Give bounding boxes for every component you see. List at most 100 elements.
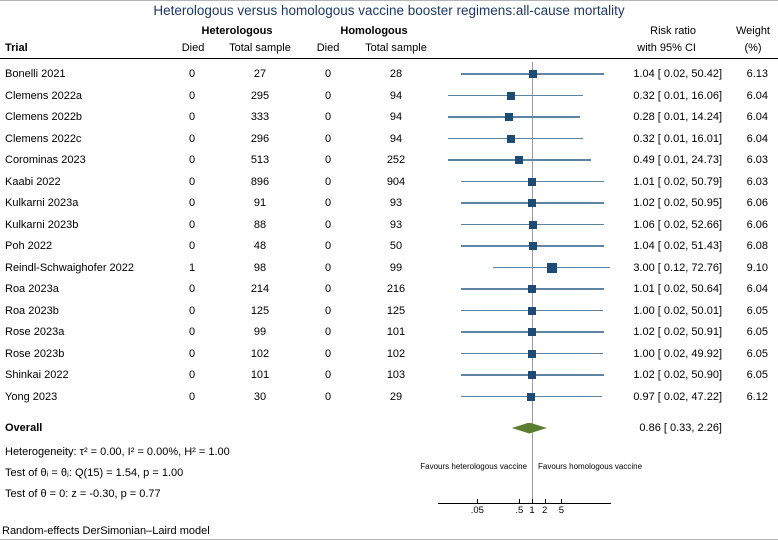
weight-value: 9.10	[746, 261, 768, 274]
axis-tick	[544, 499, 546, 503]
axis-tick-label: 1	[529, 505, 535, 516]
died-hom-value: 0	[324, 111, 332, 123]
total-het-value: 333	[250, 111, 270, 123]
trial-name: Corominas 2023	[5, 154, 86, 166]
ref-line	[532, 62, 533, 503]
total-hom-value: 50	[389, 240, 403, 252]
died-het-value: 0	[188, 154, 196, 166]
column-header-died-hom: Died	[316, 42, 340, 54]
died-het-value: 0	[188, 326, 196, 338]
rr-ci-value: 1.02 [ 0.02, 50.90]	[633, 369, 722, 381]
column-header-total-hom: Total sample	[365, 42, 427, 54]
total-het-value: 98	[253, 261, 267, 274]
died-het-value: 0	[188, 89, 196, 102]
died-het-value: 0	[188, 68, 196, 80]
total-hom-value: 101	[386, 326, 406, 338]
died-het-value: 0	[188, 240, 196, 252]
x-axis-line	[438, 503, 611, 504]
died-hom-value: 0	[324, 240, 332, 252]
rr-ci-value: 0.32 [ 0.01, 16.06]	[633, 89, 722, 102]
column-header-risk-ratio: Risk ratio	[650, 25, 696, 37]
died-hom-value: 0	[324, 68, 332, 80]
favours-right-label: Favours homologous vaccine	[538, 462, 643, 471]
effect-square	[528, 328, 537, 336]
total-het-value: 27	[253, 68, 267, 80]
rr-ci-value: 1.02 [ 0.02, 50.91]	[633, 326, 722, 338]
axis-tick-label: 2	[541, 505, 548, 516]
trial-name: Bonelli 2021	[5, 68, 66, 80]
total-hom-value: 904	[386, 175, 406, 188]
died-het-value: 0	[188, 218, 196, 231]
column-header-trial: Trial	[5, 42, 28, 54]
died-het-value: 0	[188, 369, 196, 381]
died-het-value: 1	[188, 261, 196, 274]
total-hom-value: 125	[386, 304, 406, 317]
total-het-value: 296	[250, 132, 270, 145]
weight-value: 6.06	[746, 197, 768, 209]
column-group-heterologous: Heterologous	[201, 25, 273, 37]
overall-rr-value: 0.86 [ 0.33, 2.26]	[639, 422, 722, 434]
trial-name: Yong 2023	[5, 390, 58, 403]
died-het-value: 0	[188, 347, 196, 360]
effect-square	[504, 113, 513, 121]
effect-square	[527, 392, 536, 401]
effect-square	[528, 306, 536, 315]
total-hom-value: 252	[386, 154, 406, 166]
weight-value: 6.12	[746, 390, 768, 403]
total-het-value: 896	[250, 175, 270, 188]
figure-title: Heterologous versus homologous vaccine b…	[153, 3, 625, 18]
weight-value: 6.06	[746, 218, 768, 231]
died-hom-value: 0	[324, 369, 332, 381]
trial-name: Shinkai 2022	[5, 369, 69, 381]
trial-name: Rose 2023a	[5, 326, 65, 338]
weight-value: 6.04	[746, 89, 768, 102]
total-het-value: 30	[253, 390, 267, 403]
died-hom-value: 0	[324, 261, 332, 274]
trial-name: Roa 2023a	[5, 283, 59, 295]
died-hom-value: 0	[324, 304, 332, 317]
weight-value: 6.13	[746, 68, 768, 80]
died-hom-value: 0	[324, 218, 332, 231]
effect-square	[514, 156, 523, 164]
stat-test-z: Test of θ = 0: z = -0.30, p = 0.77	[5, 488, 161, 500]
effect-square	[529, 220, 538, 229]
stat-heterogeneity: Heterogeneity: τ² = 0.00, I² = 0.00%, H²…	[5, 446, 230, 458]
total-het-value: 99	[253, 326, 267, 338]
trial-name: Roa 2023b	[5, 304, 59, 317]
total-het-value: 48	[253, 240, 267, 252]
overall-diamond	[511, 422, 547, 434]
total-het-value: 125	[250, 304, 270, 317]
model-note: Random-effects DerSimonian–Laird model	[2, 525, 210, 537]
total-het-value: 513	[250, 154, 270, 166]
died-het-value: 0	[188, 197, 196, 209]
died-het-value: 0	[188, 175, 196, 188]
column-header-weight: Weight	[735, 25, 770, 37]
rr-ci-value: 1.00 [ 0.02, 50.01]	[633, 304, 722, 317]
axis-tick	[519, 499, 521, 503]
column-header-total-het: Total sample	[229, 42, 291, 54]
weight-value: 6.05	[746, 326, 768, 338]
weight-value: 6.05	[746, 304, 768, 317]
died-hom-value: 0	[324, 175, 332, 188]
effect-square	[528, 242, 537, 250]
trial-name: Rose 2023b	[5, 347, 65, 360]
header-rule	[0, 58, 778, 59]
trial-name: Clemens 2022c	[5, 132, 82, 145]
trial-name: Clemens 2022a	[5, 89, 83, 102]
effect-square	[507, 134, 516, 143]
died-hom-value: 0	[324, 89, 332, 102]
ci-line	[448, 137, 583, 140]
died-hom-value: 0	[324, 347, 332, 360]
rr-ci-value: 1.02 [ 0.02, 50.95]	[633, 197, 722, 209]
weight-value: 6.05	[746, 369, 768, 381]
weight-value: 6.08	[746, 240, 768, 252]
stat-test-q: Test of θᵢ = θⱼ: Q(15) = 1.54, p = 1.00	[5, 467, 184, 479]
rr-ci-value: 0.32 [ 0.01, 16.01]	[633, 132, 722, 145]
rr-ci-value: 1.01 [ 0.02, 50.79]	[633, 175, 722, 188]
effect-square	[528, 177, 537, 186]
ci-line	[448, 116, 581, 118]
total-hom-value: 94	[389, 132, 403, 145]
total-het-value: 91	[253, 197, 267, 209]
rr-ci-value: 1.04 [ 0.02, 51.43]	[633, 240, 722, 252]
axis-tick-label: 5	[558, 505, 564, 516]
